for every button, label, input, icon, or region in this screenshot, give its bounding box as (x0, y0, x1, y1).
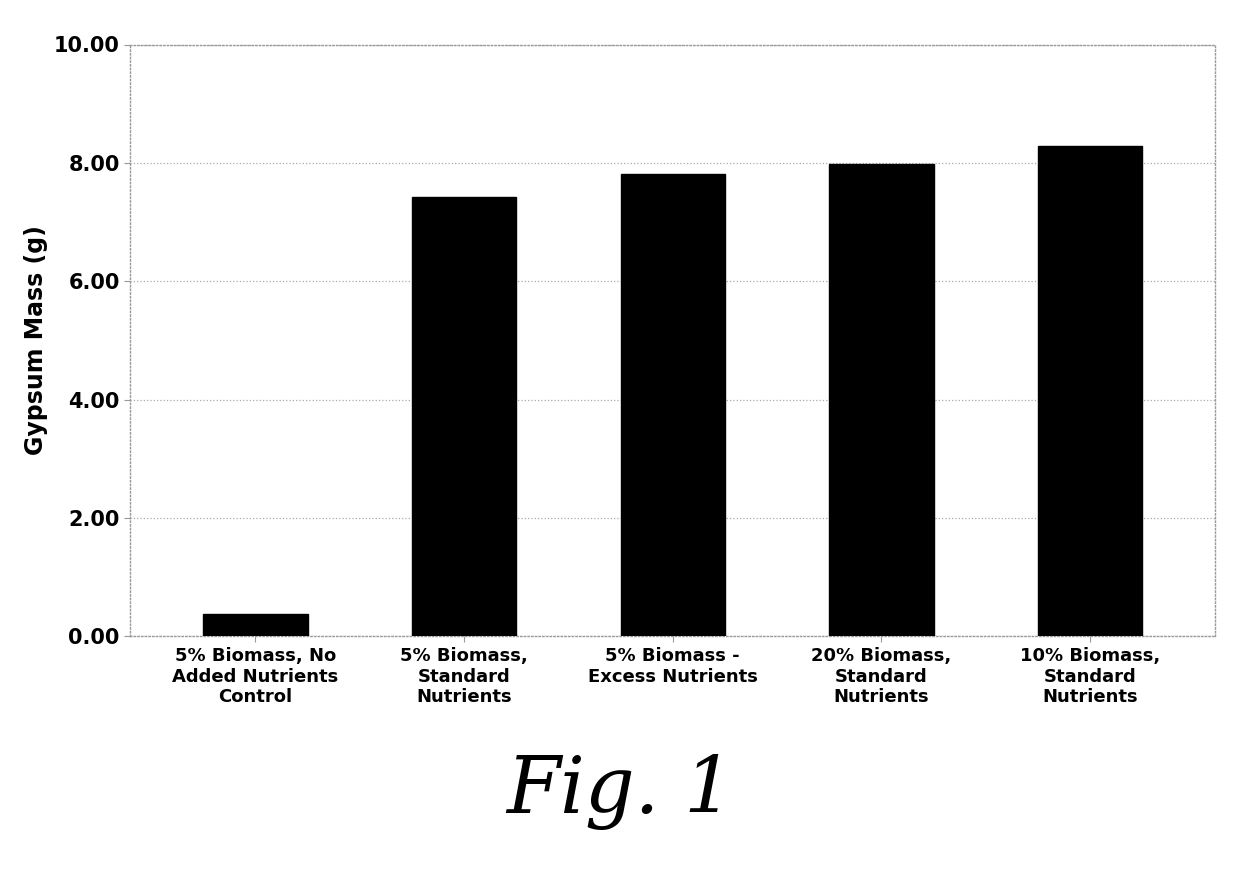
Bar (412, 198, 516, 636)
Bar (1038, 146, 1142, 636)
Y-axis label: Gypsum Mass (g): Gypsum Mass (g) (25, 225, 48, 456)
Bar (830, 164, 934, 636)
Text: Fig. 1: Fig. 1 (506, 754, 734, 830)
Bar (203, 614, 308, 636)
Bar (620, 174, 725, 636)
